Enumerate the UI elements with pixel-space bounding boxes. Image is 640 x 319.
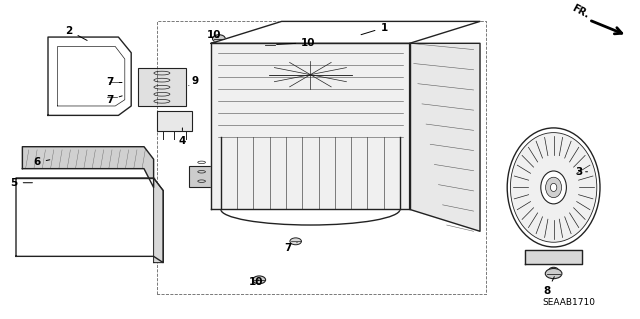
Polygon shape	[211, 21, 480, 43]
Text: 6: 6	[33, 157, 50, 167]
Ellipse shape	[550, 183, 557, 191]
Text: 10: 10	[249, 277, 263, 287]
Bar	[157, 111, 192, 131]
Ellipse shape	[212, 35, 225, 42]
Bar	[26, 194, 64, 250]
Polygon shape	[48, 37, 131, 115]
Text: 8: 8	[543, 277, 554, 296]
Polygon shape	[211, 43, 410, 209]
Ellipse shape	[264, 41, 276, 49]
Bar	[138, 68, 186, 106]
Text: 7: 7	[106, 95, 122, 105]
Ellipse shape	[106, 93, 118, 100]
Ellipse shape	[266, 60, 355, 90]
Text: 9: 9	[189, 76, 199, 86]
Text: FR.: FR.	[570, 3, 591, 20]
Ellipse shape	[549, 267, 559, 274]
Bar	[189, 166, 214, 188]
Ellipse shape	[253, 276, 266, 284]
Polygon shape	[525, 250, 582, 264]
Text: 10: 10	[276, 38, 316, 48]
Text: 10: 10	[207, 30, 221, 40]
Bar	[74, 194, 112, 250]
Text: SEAAB1710: SEAAB1710	[542, 298, 595, 307]
Polygon shape	[410, 43, 480, 231]
Ellipse shape	[290, 238, 301, 245]
Bar	[118, 194, 154, 250]
Ellipse shape	[256, 56, 365, 93]
Text: 1: 1	[361, 23, 388, 35]
Polygon shape	[22, 147, 154, 188]
Text: 4: 4	[179, 128, 186, 146]
Text: 5: 5	[10, 178, 33, 188]
Ellipse shape	[545, 177, 562, 197]
Polygon shape	[16, 178, 163, 263]
Ellipse shape	[541, 171, 566, 204]
Polygon shape	[154, 178, 163, 263]
Text: 7: 7	[284, 242, 297, 253]
Text: 7: 7	[106, 78, 122, 87]
Ellipse shape	[511, 133, 597, 242]
Text: 2: 2	[65, 26, 87, 41]
Ellipse shape	[545, 269, 562, 279]
Ellipse shape	[109, 79, 120, 86]
Ellipse shape	[508, 128, 600, 247]
Text: 3: 3	[575, 167, 588, 177]
